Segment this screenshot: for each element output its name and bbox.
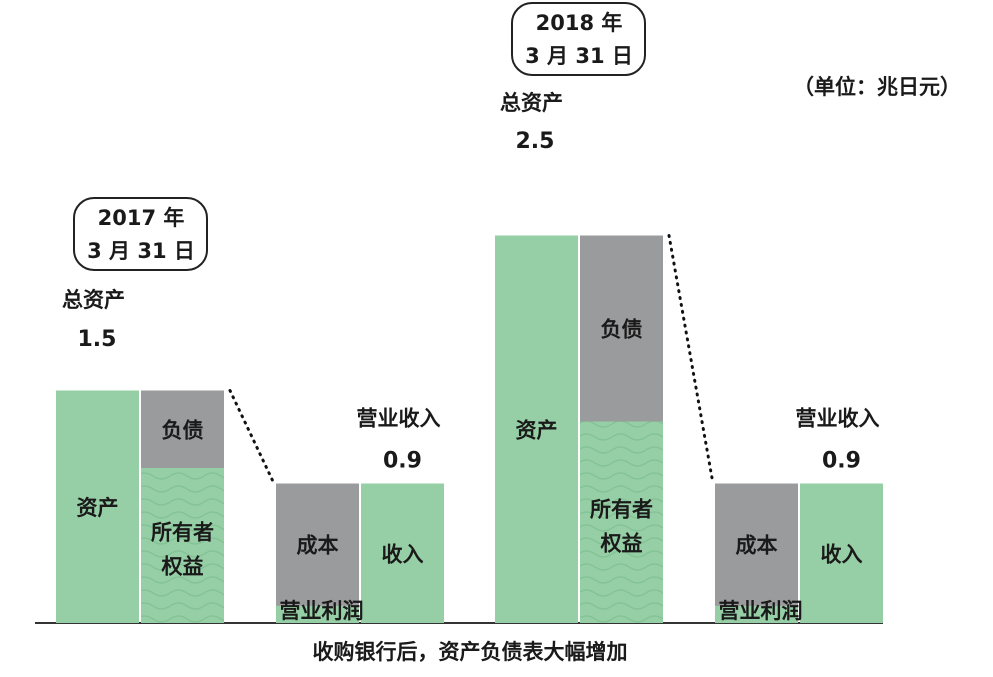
asset-label-2017: 资产 bbox=[77, 496, 119, 520]
liability-label-2018: 负债 bbox=[601, 318, 643, 342]
total-asset-label-2018: 总资产 bbox=[500, 91, 563, 115]
total-asset-value-2017: 1.5 bbox=[78, 327, 117, 352]
connector-dots-2018 bbox=[667, 234, 715, 485]
profit-bar-2018 bbox=[715, 605, 798, 623]
revenue-label-2017: 收入 bbox=[382, 542, 424, 566]
profit-bar-2017 bbox=[276, 605, 359, 623]
date-day-2018: 3 月 31 日 bbox=[525, 44, 633, 68]
group-2018: 2018 年 3 月 31 日 总资产 2.5 资产 负债 所有者 权益 成本 … bbox=[495, 2, 883, 623]
revenue-value-2017: 0.9 bbox=[383, 449, 422, 474]
equity-label-line1-2017: 所有者 bbox=[151, 521, 214, 545]
liability-bar-2018 bbox=[580, 235, 663, 422]
equity-pattern-2018 bbox=[580, 421, 663, 623]
revenue-label-2018: 收入 bbox=[821, 542, 863, 566]
asset-bar-2017 bbox=[56, 390, 139, 623]
revenue-bar-2018 bbox=[800, 483, 883, 623]
equity-label-line2-2018: 权益 bbox=[600, 531, 643, 555]
asset-label-2018: 资产 bbox=[516, 418, 558, 442]
group-2017: 2017 年 3 月 31 日 总资产 1.5 资产 负债 所有者 权益 成本 … bbox=[56, 197, 444, 623]
revenue-bar-2017 bbox=[361, 483, 444, 623]
liability-label-2017: 负债 bbox=[162, 418, 204, 442]
total-asset-label-2017: 总资产 bbox=[62, 288, 125, 312]
liability-bar-2017 bbox=[141, 390, 224, 468]
equity-label-line2-2017: 权益 bbox=[161, 555, 204, 579]
equity-label-line1-2018: 所有者 bbox=[590, 497, 653, 521]
connector-dots-2017 bbox=[228, 389, 276, 485]
revenue-value-2018: 0.9 bbox=[822, 449, 861, 474]
cost-label-2018: 成本 bbox=[736, 534, 778, 558]
unit-label: （单位：兆日元） bbox=[793, 75, 961, 99]
asset-bar-2018 bbox=[495, 235, 578, 623]
revenue-title-2017: 营业收入 bbox=[357, 407, 441, 431]
footer-caption: 收购银行后，资产负债表大幅增加 bbox=[313, 640, 628, 664]
profit-label-2017: 营业利润 bbox=[280, 599, 364, 623]
date-day-2017: 3 月 31 日 bbox=[87, 239, 195, 263]
date-year-2017: 2017 年 bbox=[98, 206, 185, 230]
date-box-2017 bbox=[73, 197, 208, 271]
cost-bar-2018 bbox=[715, 483, 798, 606]
profit-label-2018: 营业利润 bbox=[719, 599, 803, 623]
cost-label-2017: 成本 bbox=[297, 534, 339, 558]
date-box-2018 bbox=[511, 2, 646, 76]
date-year-2018: 2018 年 bbox=[536, 11, 623, 35]
equity-pattern-2017 bbox=[141, 468, 224, 623]
cost-bar-2017 bbox=[276, 483, 359, 606]
revenue-title-2018: 营业收入 bbox=[796, 407, 880, 431]
total-asset-value-2018: 2.5 bbox=[516, 129, 555, 154]
